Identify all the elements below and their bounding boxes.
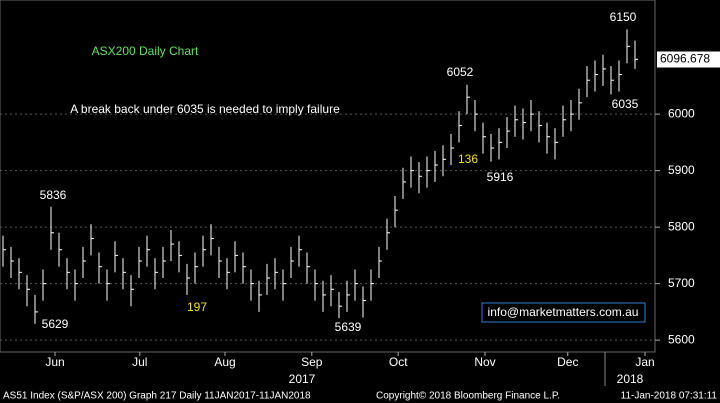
footer-bar <box>0 386 720 403</box>
label-high: 6150 <box>610 10 637 24</box>
x-tick-label: Jun <box>45 355 64 369</box>
year-label: 2018 <box>617 372 644 386</box>
label-count: 197 <box>187 300 207 314</box>
year-label: 2017 <box>289 372 316 386</box>
label-sep-low: 5639 <box>335 320 362 334</box>
footer-left: AS51 Index (S&P/ASX 200) Graph 217 Daily… <box>3 391 311 402</box>
contact: info@marketmatters.com.au <box>488 305 639 319</box>
label-recent-low: 6035 <box>612 97 639 111</box>
y-tick-label: 5700 <box>668 276 695 290</box>
x-tick-label: Jul <box>132 355 147 369</box>
x-tick-label: Nov <box>474 355 495 369</box>
chart-title: ASX200 Daily Chart <box>92 44 199 58</box>
x-tick-label: Jan <box>635 355 654 369</box>
x-tick-label: Aug <box>214 355 235 369</box>
y-tick-label: 5600 <box>668 332 695 346</box>
label-jun-high: 5836 <box>40 188 67 202</box>
note: A break back under 6035 is needed to imp… <box>70 102 340 116</box>
footer-middle: Copyright© 2018 Bloomberg Finance L.P. <box>376 391 560 402</box>
label-count: 136 <box>458 152 478 166</box>
label-mid-high: 6052 <box>447 65 474 79</box>
label-nov-low: 5916 <box>487 170 514 184</box>
y-tick-label: 5900 <box>668 163 695 177</box>
last-price-label: 6096.678 <box>660 52 710 66</box>
footer-right: 11-Jan-2018 07:31:11 <box>621 391 718 402</box>
x-tick-label: Sep <box>301 355 323 369</box>
plot-frame <box>0 0 656 353</box>
y-tick-label: 5800 <box>668 219 695 233</box>
x-tick-label: Oct <box>389 355 408 369</box>
contact-box <box>481 302 646 323</box>
last-price-box <box>657 51 720 68</box>
label-jun-low: 5629 <box>42 317 69 331</box>
y-tick-label: 6000 <box>668 106 695 120</box>
x-tick-label: Dec <box>557 355 578 369</box>
